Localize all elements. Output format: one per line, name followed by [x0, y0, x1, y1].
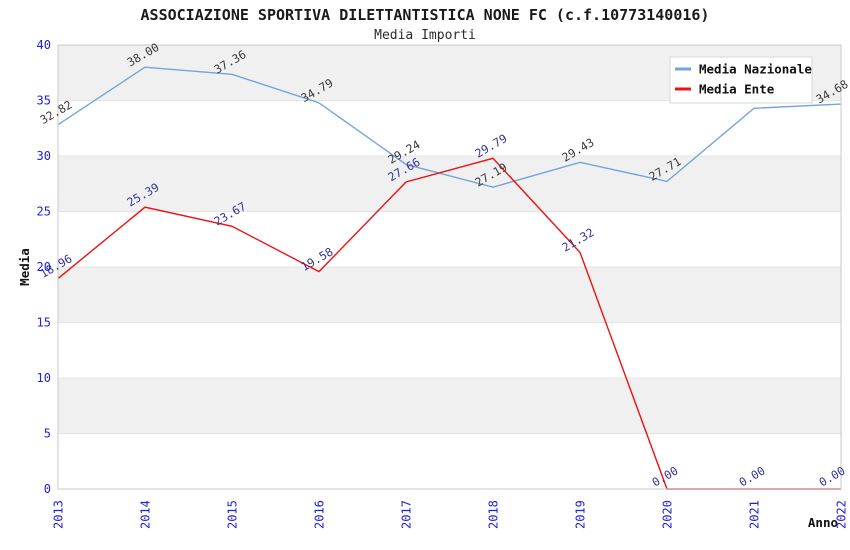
- plot-band: [58, 267, 841, 323]
- chart-title: ASSOCIAZIONE SPORTIVA DILETTANTISTICA NO…: [141, 6, 710, 24]
- chart-subtitle: Media Importi: [374, 28, 476, 43]
- plot-band: [58, 378, 841, 434]
- data-label-media-ente: 0.00: [817, 464, 848, 490]
- y-tick-label: 5: [44, 427, 51, 441]
- y-tick-label: 15: [37, 316, 51, 330]
- y-tick-label: 35: [37, 94, 51, 108]
- x-tick-label: 2015: [226, 500, 240, 529]
- y-tick-label: 20: [37, 260, 51, 274]
- x-tick-label: 2018: [487, 500, 501, 529]
- x-tick-label: 2022: [835, 500, 849, 529]
- x-tick-label: 2019: [574, 500, 588, 529]
- x-tick-label: 2017: [400, 500, 414, 529]
- y-tick-label: 0: [44, 482, 51, 496]
- x-tick-label: 2020: [661, 500, 675, 529]
- plot-border: [57, 44, 842, 490]
- x-tick-label: 2021: [748, 500, 762, 529]
- legend-box: [669, 56, 813, 104]
- y-tick-label: 40: [37, 38, 51, 52]
- y-tick-label: 10: [37, 371, 51, 385]
- y-tick-label: 25: [37, 205, 51, 219]
- x-tick-label: 2013: [52, 500, 66, 529]
- x-axis-title: Anno: [808, 515, 838, 530]
- legend-item-media-ente: Media Ente: [699, 82, 775, 97]
- y-axis-title: Media: [17, 248, 32, 286]
- plot-band: [58, 156, 841, 212]
- legend-item-media-nazionale: Media Nazionale: [699, 62, 812, 77]
- y-tick-label: 30: [37, 149, 51, 163]
- data-label-media-ente: 0.00: [737, 464, 768, 490]
- x-tick-label: 2016: [313, 500, 327, 529]
- x-tick-label: 2014: [139, 500, 153, 529]
- series-line-media-nazionale: [57, 66, 842, 188]
- legend: Media Nazionale Media Ente: [669, 56, 813, 104]
